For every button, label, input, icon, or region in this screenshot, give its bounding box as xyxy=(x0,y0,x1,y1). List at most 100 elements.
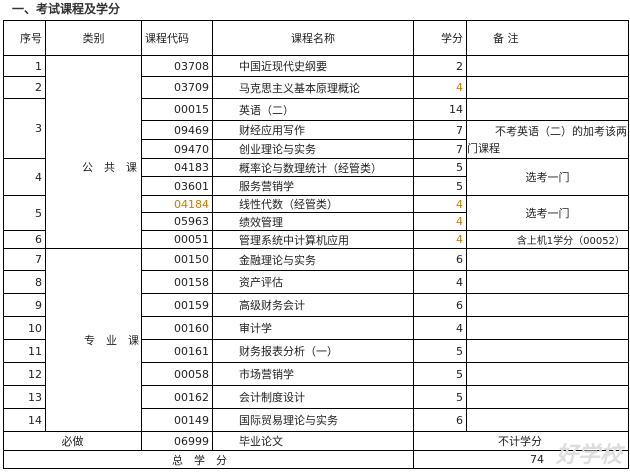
credit: 6 xyxy=(413,293,467,317)
header-credit: 学分 xyxy=(413,20,467,56)
credit: 5 xyxy=(413,362,467,386)
credit: 5 xyxy=(413,339,467,363)
table-row: 5 04184 线性代数（经管类） 4 选考一门 xyxy=(3,195,629,231)
name: 创业理论与实务 xyxy=(212,139,414,159)
note xyxy=(466,270,629,294)
code: 00051 xyxy=(141,230,213,249)
table-row: 10 00160 审计学 4 xyxy=(3,316,629,340)
total-value: 74 xyxy=(413,450,629,469)
thesis-note: 不计学分 xyxy=(413,431,629,451)
note-choose-one: 选考一门 xyxy=(466,158,629,196)
code: 03601 xyxy=(141,176,213,196)
name: 审计学 xyxy=(212,316,414,340)
code: 05963 xyxy=(141,212,213,231)
note xyxy=(466,293,629,317)
name: 国际贸易理论与实务 xyxy=(212,408,414,432)
seq: 9 xyxy=(3,293,46,317)
total-label: 总 学 分 xyxy=(3,450,414,469)
table-row: 13 00162 会计制度设计 5 xyxy=(3,385,629,409)
name: 金融理论与实务 xyxy=(212,248,414,271)
header-name: 课程名称 xyxy=(212,20,414,56)
note-choose-one: 选考一门 xyxy=(466,195,629,231)
credit: 4 xyxy=(413,76,467,99)
table-row: 1 公 共 课 03708 中国近现代史纲要 2 xyxy=(3,55,629,249)
note xyxy=(466,362,629,386)
credit: 4 xyxy=(413,270,467,294)
code: 04184 xyxy=(141,195,213,213)
total-row: 总 学 分 74 xyxy=(3,450,629,469)
table-row: 8 00158 资产评估 4 xyxy=(3,270,629,294)
code: 00161 xyxy=(141,339,213,363)
credit: 5 xyxy=(413,158,467,177)
name: 线性代数（经管类） xyxy=(212,195,414,213)
credit: 5 xyxy=(413,176,467,196)
seq: 10 xyxy=(3,316,46,340)
name: 高级财务会计 xyxy=(212,293,414,317)
note xyxy=(466,55,629,77)
seq: 6 xyxy=(3,230,46,249)
note xyxy=(466,98,629,121)
code: 00160 xyxy=(141,316,213,340)
code: 00150 xyxy=(141,248,213,271)
name: 财务报表分析（一） xyxy=(212,339,414,363)
seq: 14 xyxy=(3,408,46,432)
name: 财经应用写作 xyxy=(212,120,414,140)
thesis-name: 毕业论文 xyxy=(212,431,414,451)
code: 03709 xyxy=(141,76,213,99)
credit: 2 xyxy=(413,55,467,77)
note xyxy=(466,248,629,271)
name: 服务营销学 xyxy=(212,176,414,196)
table-row: 03601 服务营销学 5 xyxy=(4,176,629,196)
table-row: 12 00058 市场营销学 5 xyxy=(3,362,629,386)
thesis-label: 必做 xyxy=(3,431,142,451)
credit: 7 xyxy=(413,139,467,159)
note xyxy=(466,316,629,340)
header-row: 序号 类别 课程代码 课程名称 学分 备 注 xyxy=(3,20,629,56)
credit: 7 xyxy=(413,120,467,140)
table-row: 9 00159 高级财务会计 6 xyxy=(3,293,629,317)
name: 概率论与数理统计（经管类） xyxy=(212,158,414,177)
credit: 4 xyxy=(413,230,467,249)
note-english-alt: 不考英语（二）的加考该两门课程 xyxy=(466,120,629,159)
code: 00058 xyxy=(141,362,213,386)
name: 会计制度设计 xyxy=(212,385,414,409)
name: 市场营销学 xyxy=(212,362,414,386)
table-row: 09470 创业理论与实务 7 xyxy=(4,139,629,159)
seq: 12 xyxy=(3,362,46,386)
note-lab: 含上机1学分（00052） xyxy=(466,230,629,249)
seq: 7 xyxy=(3,248,46,271)
code: 00159 xyxy=(141,293,213,317)
header-note: 备 注 xyxy=(466,20,629,56)
credit: 4 xyxy=(413,195,467,213)
code: 00158 xyxy=(141,270,213,294)
name: 马克思主义基本原理概论 xyxy=(212,76,414,99)
credit: 6 xyxy=(413,408,467,432)
credit: 5 xyxy=(413,385,467,409)
note xyxy=(466,76,629,99)
category-public: 公 共 课 xyxy=(45,55,142,249)
code: 09469 xyxy=(141,120,213,140)
seq: 3 xyxy=(3,98,46,159)
table-row: 7 专 业 课 00150 金融理论与实务 6 xyxy=(3,248,629,432)
credit: 4 xyxy=(413,212,467,231)
section-title: 一、考试课程及学分 xyxy=(12,2,121,16)
credit: 4 xyxy=(413,316,467,340)
credit: 6 xyxy=(413,248,467,271)
table-row: 14 00149 国际贸易理论与实务 6 xyxy=(3,408,629,432)
watermark-logo: 好学校 xyxy=(555,443,622,468)
code: 00015 xyxy=(141,98,213,121)
code: 03708 xyxy=(141,55,213,77)
note xyxy=(466,339,629,363)
note xyxy=(466,408,629,432)
name: 绩效管理 xyxy=(212,212,414,231)
name: 中国近现代史纲要 xyxy=(212,55,414,77)
header-code: 课程代码 xyxy=(141,20,213,56)
header-category: 类别 xyxy=(45,20,142,56)
code: 00149 xyxy=(141,408,213,432)
seq: 11 xyxy=(3,339,46,363)
seq: 5 xyxy=(3,195,46,231)
header-seq: 序号 xyxy=(3,20,46,56)
code: 04183 xyxy=(141,158,213,177)
table-row: 09469 财经应用写作 7 不考英语（二）的加考该两门课程 xyxy=(4,120,629,159)
name: 英语（二） xyxy=(212,98,414,121)
